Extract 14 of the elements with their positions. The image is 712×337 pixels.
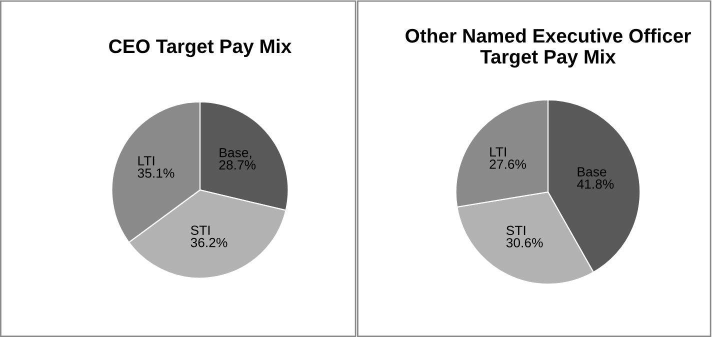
data-label: 30.6% [506, 238, 543, 248]
slice-label: LTI [490, 147, 506, 156]
data-label: , 28.7% [219, 156, 256, 170]
slice-label: Base [578, 167, 606, 176]
slice-label: Base [220, 148, 248, 158]
chart-title: Other Named Executive Officer Target Pay Mix [406, 28, 691, 68]
data-label: 36.2% [190, 238, 228, 248]
data-label: 35.1% [138, 168, 174, 178]
data-label: 41.8% [577, 179, 614, 189]
chart-title: CEO Target Pay Mix [109, 38, 292, 58]
slice-label: LTI [138, 156, 154, 166]
slice-label: STI [190, 226, 210, 235]
data-label: 27.6% [490, 160, 526, 169]
slice-label: STI [506, 226, 526, 236]
